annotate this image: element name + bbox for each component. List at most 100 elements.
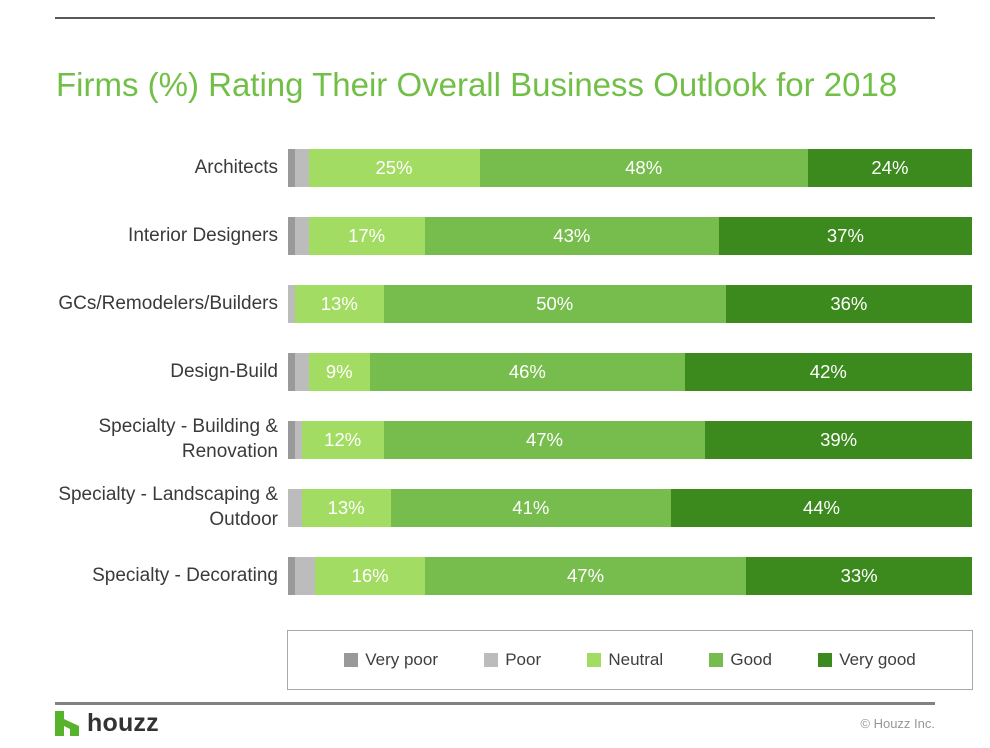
bar-segment: 24%: [807, 149, 972, 187]
bar-segment: [294, 421, 302, 459]
bar-segment: [288, 217, 295, 255]
bar-segment: [294, 149, 309, 187]
bar-segment-value: 13%: [327, 497, 365, 518]
bar-segment: 42%: [684, 353, 972, 391]
bar-segment: [288, 421, 295, 459]
legend-item: Very poor: [344, 650, 438, 670]
bar-segment: 47%: [424, 557, 747, 595]
bar-segment: 12%: [301, 421, 384, 459]
bar-segment: 16%: [315, 557, 425, 595]
category-label: Specialty - Landscaping & Outdoor: [58, 484, 278, 530]
bar-track: 12% 47% 39%: [288, 421, 972, 459]
bar-segment: [294, 557, 316, 595]
bar-segment: 41%: [390, 489, 672, 527]
bar-segment: 13%: [294, 285, 384, 323]
legend-item: Good: [709, 650, 772, 670]
bar-track: 25% 48% 24%: [288, 149, 972, 187]
bar-segment: 46%: [370, 353, 685, 391]
bar-row: GCs/Remodelers/Builders 13% 50% 36%: [30, 285, 972, 323]
bar-segment: 48%: [479, 149, 808, 187]
bar-segment-value: 47%: [525, 429, 563, 450]
bar-row: Specialty - Landscaping & Outdoor 13% 41% 4…: [30, 484, 972, 530]
bar-segment-value: 48%: [625, 157, 663, 178]
bar-segment-value: 33%: [840, 565, 878, 586]
top-divider: [55, 17, 935, 19]
bar-track: 9% 46% 42%: [288, 353, 972, 391]
bar-segment: [288, 285, 295, 323]
bar-segment: 36%: [725, 285, 972, 323]
bar-segment-value: 47%: [567, 565, 605, 586]
bar-segment: [288, 353, 295, 391]
bar-segment: 43%: [424, 217, 719, 255]
page-title: Firms (%) Rating Their Overall Business …: [56, 66, 898, 104]
category-label: Specialty - Building & Renovation: [98, 416, 278, 462]
bar-track: 16% 47% 33%: [288, 557, 972, 595]
bar-segment: 9%: [308, 353, 371, 391]
bar-segment-value: 25%: [375, 157, 413, 178]
copyright-text: © Houzz Inc.: [860, 716, 935, 731]
legend-swatch-icon: [709, 653, 724, 667]
bar-row: Architects 25% 48% 24%: [30, 149, 972, 187]
bar-segment: [294, 353, 309, 391]
bar-row: Interior Designers 17% 43% 37%: [30, 217, 972, 255]
bar-segment-value: 12%: [324, 429, 362, 450]
legend-item: Neutral: [587, 650, 663, 670]
bar-segment: 50%: [383, 285, 726, 323]
category-label: Interior Designers: [128, 224, 278, 246]
bar-segment-value: 46%: [508, 361, 546, 382]
houzz-logo: houzz: [54, 706, 159, 740]
bar-segment: 17%: [308, 217, 425, 255]
bar-segment-value: 43%: [553, 225, 591, 246]
bar-row: Specialty - Decorating 16% 47% 33%: [30, 557, 972, 595]
legend-label: Poor: [505, 650, 542, 669]
bar-segment: 47%: [383, 421, 706, 459]
legend-label: Very good: [839, 650, 916, 669]
bar-segment: 25%: [308, 149, 480, 187]
bar-segment: 13%: [301, 489, 391, 527]
bar-segment: 33%: [746, 557, 972, 595]
bar-segment: [294, 217, 309, 255]
category-label: GCs/Remodelers/Builders: [58, 292, 278, 314]
bar-segment-value: 44%: [802, 497, 840, 518]
legend-swatch-icon: [484, 653, 499, 667]
houzz-house-icon: [54, 710, 80, 737]
legend-item: Very good: [818, 650, 916, 670]
category-label: Specialty - Decorating: [92, 564, 278, 586]
category-label: Architects: [194, 156, 278, 178]
legend-swatch-icon: [587, 653, 602, 667]
footer-divider: [55, 702, 935, 705]
bar-segment-value: 17%: [348, 225, 386, 246]
bar-row: Specialty - Building & Renovation 12% 47% 3…: [30, 416, 972, 462]
bar-segment-value: 16%: [351, 565, 389, 586]
legend-label: Good: [730, 650, 772, 669]
bar-track: 13% 50% 36%: [288, 285, 972, 323]
chart: Architects 25% 48% 24% Interior Designers 17%…: [30, 149, 972, 625]
bar-segment-value: 41%: [512, 497, 550, 518]
legend-swatch-icon: [818, 653, 833, 667]
bar-segment: 39%: [705, 421, 972, 459]
legend-swatch-icon: [344, 653, 359, 667]
bar-segment: 37%: [718, 217, 972, 255]
bar-row: Design-Build 9% 46% 42%: [30, 353, 972, 391]
bar-track: 17% 43% 37%: [288, 217, 972, 255]
bar-segment: [288, 557, 295, 595]
legend: Very poor Poor Neutral Good Very good: [287, 630, 973, 690]
bar-segment: [288, 149, 295, 187]
bar-segment-value: 24%: [871, 157, 909, 178]
bar-segment-value: 50%: [536, 293, 574, 314]
category-label: Design-Build: [170, 360, 278, 382]
legend-label: Very poor: [365, 650, 438, 669]
bar-segment-value: 37%: [826, 225, 864, 246]
bar-segment: 44%: [671, 489, 972, 527]
bar-track: 13% 41% 44%: [288, 489, 972, 527]
bar-segment-value: 42%: [809, 361, 847, 382]
bar-segment: [288, 489, 302, 527]
bar-segment-value: 13%: [320, 293, 358, 314]
bar-segment-value: 9%: [325, 361, 353, 382]
legend-item: Poor: [484, 650, 541, 670]
bar-segment-value: 39%: [820, 429, 858, 450]
houzz-wordmark: houzz: [87, 708, 159, 737]
bar-segment-value: 36%: [830, 293, 868, 314]
legend-label: Neutral: [608, 650, 664, 669]
